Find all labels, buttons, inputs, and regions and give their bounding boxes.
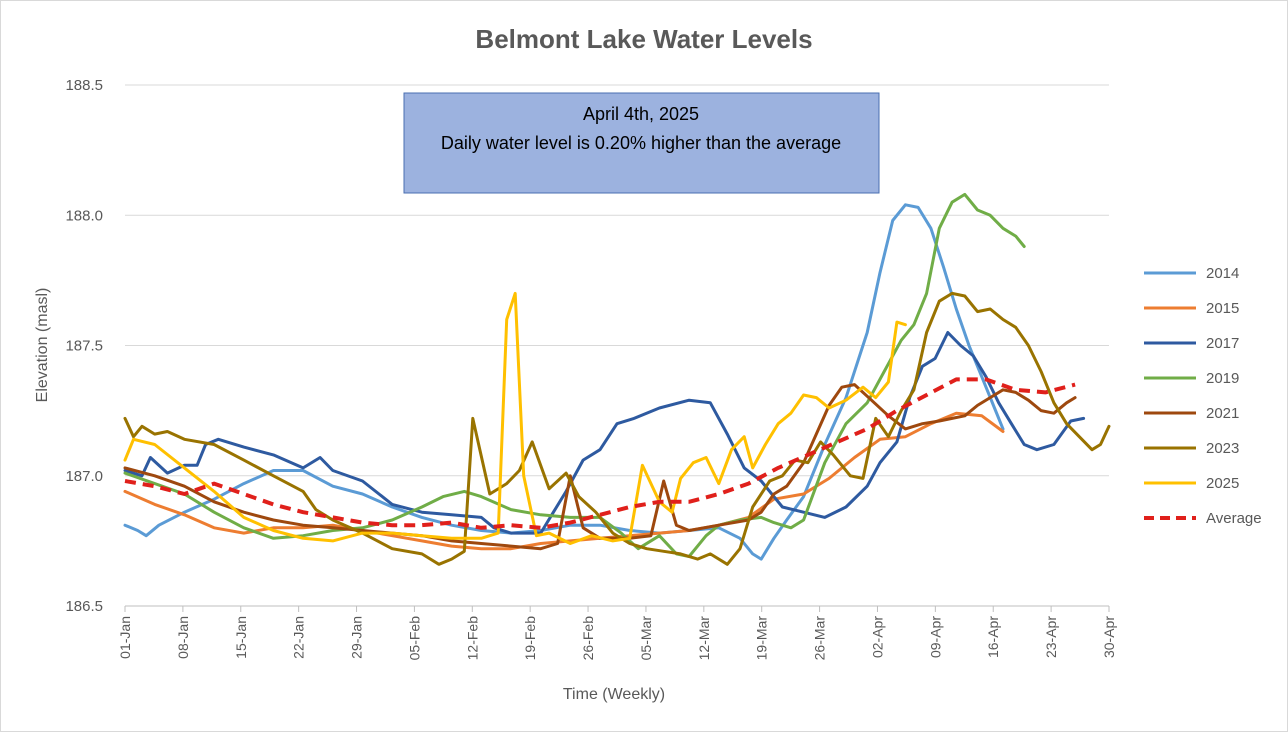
series-line-average	[124, 377, 1076, 530]
legend-label-2017: 2017	[1206, 335, 1239, 352]
y-tick-label: 188.0	[65, 207, 103, 224]
x-tick-label: 05-Feb	[406, 616, 422, 661]
y-tick-label: 186.5	[65, 598, 103, 615]
x-axis-label: Time (Weekly)	[563, 686, 665, 703]
x-tick-label: 22-Jan	[291, 616, 307, 659]
legend-label-2015: 2015	[1206, 300, 1239, 317]
x-tick-label: 02-Apr	[869, 616, 885, 658]
x-tick-label: 08-Jan	[175, 616, 191, 659]
series-line-2021	[123, 383, 1077, 551]
annotation-box-background	[403, 92, 880, 194]
legend-label-average: Average	[1206, 510, 1262, 527]
x-tick-label: 19-Mar	[754, 616, 770, 661]
legend-label-2019: 2019	[1206, 370, 1239, 387]
series-line-2023	[123, 291, 1111, 566]
y-tick-label: 187.5	[65, 338, 103, 355]
x-tick-label: 23-Apr	[1043, 616, 1059, 658]
annotation-line-1: April 4th, 2025	[583, 104, 699, 124]
gridlines	[125, 84, 1109, 607]
x-axis-ticks: 01-Jan 08-Jan 15-Jan 22-Jan 29-Jan 05-Feb 12-F…	[117, 606, 1117, 660]
legend-label-2021: 2021	[1206, 405, 1239, 422]
annotation-line-2: Daily water level is 0.20% higher than t…	[441, 133, 841, 153]
y-axis-label: Elevation (masl)	[34, 288, 51, 403]
x-tick-label: 09-Apr	[927, 616, 943, 658]
legend: 2014 2015 2017 2019 2021 2023 2025 Average	[1144, 265, 1262, 527]
series-line-2025	[123, 291, 907, 545]
x-tick-label: 26-Mar	[812, 616, 828, 661]
y-tick-label: 187.0	[65, 468, 103, 485]
y-tick-label: 188.5	[65, 77, 103, 94]
chart-title: Belmont Lake Water Levels	[475, 24, 812, 54]
x-tick-label: 26-Feb	[580, 616, 596, 661]
annotation-box: April 4th, 2025 Daily water level is 0.2…	[403, 92, 880, 194]
x-tick-label: 30-Apr	[1101, 616, 1117, 658]
x-tick-label: 01-Jan	[117, 616, 133, 659]
x-tick-label: 16-Apr	[985, 616, 1001, 658]
x-tick-label: 29-Jan	[349, 616, 365, 659]
series-line-2017	[123, 331, 1086, 535]
x-tick-label: 19-Feb	[522, 616, 538, 661]
x-tick-label: 12-Feb	[464, 616, 480, 661]
legend-label-2023: 2023	[1206, 440, 1239, 457]
legend-label-2014: 2014	[1206, 265, 1239, 282]
legend-label-2025: 2025	[1206, 475, 1239, 492]
series-lines	[123, 192, 1111, 566]
y-axis-ticks: 186.5 187.0 187.5 188.0 188.5	[65, 77, 103, 615]
x-tick-label: 15-Jan	[233, 616, 249, 659]
x-tick-label: 05-Mar	[638, 616, 654, 661]
x-tick-label: 12-Mar	[696, 616, 712, 661]
